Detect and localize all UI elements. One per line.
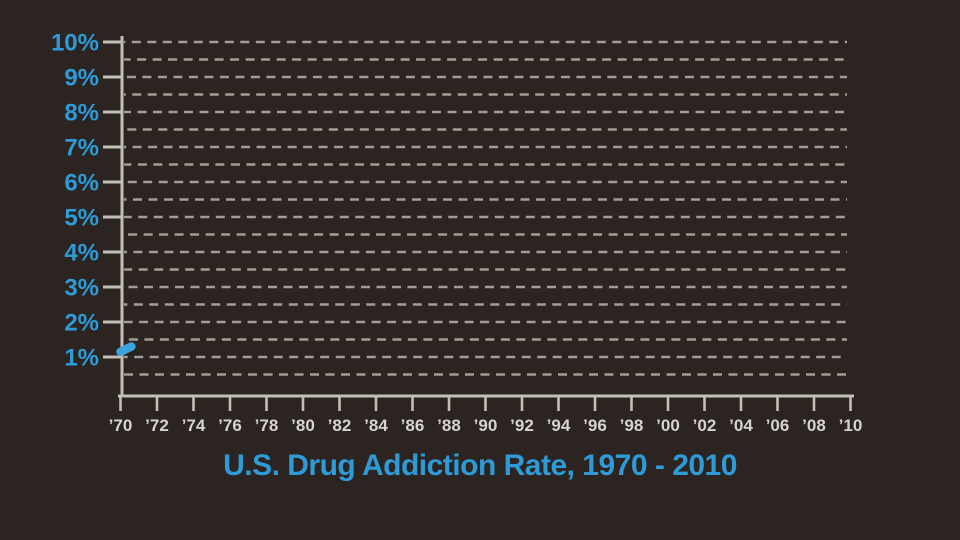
x-axis-label: ’94: [547, 416, 571, 435]
y-axis-label: 10%: [51, 30, 99, 57]
x-axis-label: ’00: [656, 416, 680, 435]
x-axis-label: ’10: [839, 416, 863, 435]
y-axis-label: 4%: [64, 240, 99, 267]
y-axis-label: 7%: [64, 135, 99, 162]
x-axis-label: ’04: [729, 416, 753, 435]
x-axis-label: ’06: [766, 416, 790, 435]
x-axis-label: ’98: [620, 416, 644, 435]
data-line: [116, 342, 136, 357]
x-axis-label: ’74: [182, 416, 206, 435]
chart-title: U.S. Drug Addiction Rate, 1970 - 2010: [223, 449, 737, 482]
x-axis-label: ’72: [145, 416, 169, 435]
x-axis-label: ’90: [474, 416, 498, 435]
y-axis-label: 5%: [64, 205, 99, 232]
x-axis-label: ’84: [364, 416, 388, 435]
x-axis-label: ’96: [583, 416, 607, 435]
x-axis-label: ’76: [218, 416, 242, 435]
y-axis-label: 6%: [64, 170, 99, 197]
x-axis-label: ’70: [109, 416, 133, 435]
x-axis-label: ’78: [255, 416, 279, 435]
x-axis-label: ’86: [401, 416, 425, 435]
y-axis-label: 3%: [64, 275, 99, 302]
x-axis-label: ’82: [328, 416, 352, 435]
x-axis-label: ’08: [802, 416, 826, 435]
x-axis-label: ’88: [437, 416, 461, 435]
y-axis-label: 2%: [64, 310, 99, 337]
y-axis-label: 1%: [64, 345, 99, 372]
x-axis-label: ’80: [291, 416, 315, 435]
x-axis-label: ’92: [510, 416, 534, 435]
x-axis-label: ’02: [693, 416, 717, 435]
y-axis-label: 9%: [64, 65, 99, 92]
y-axis-label: 8%: [64, 100, 99, 127]
